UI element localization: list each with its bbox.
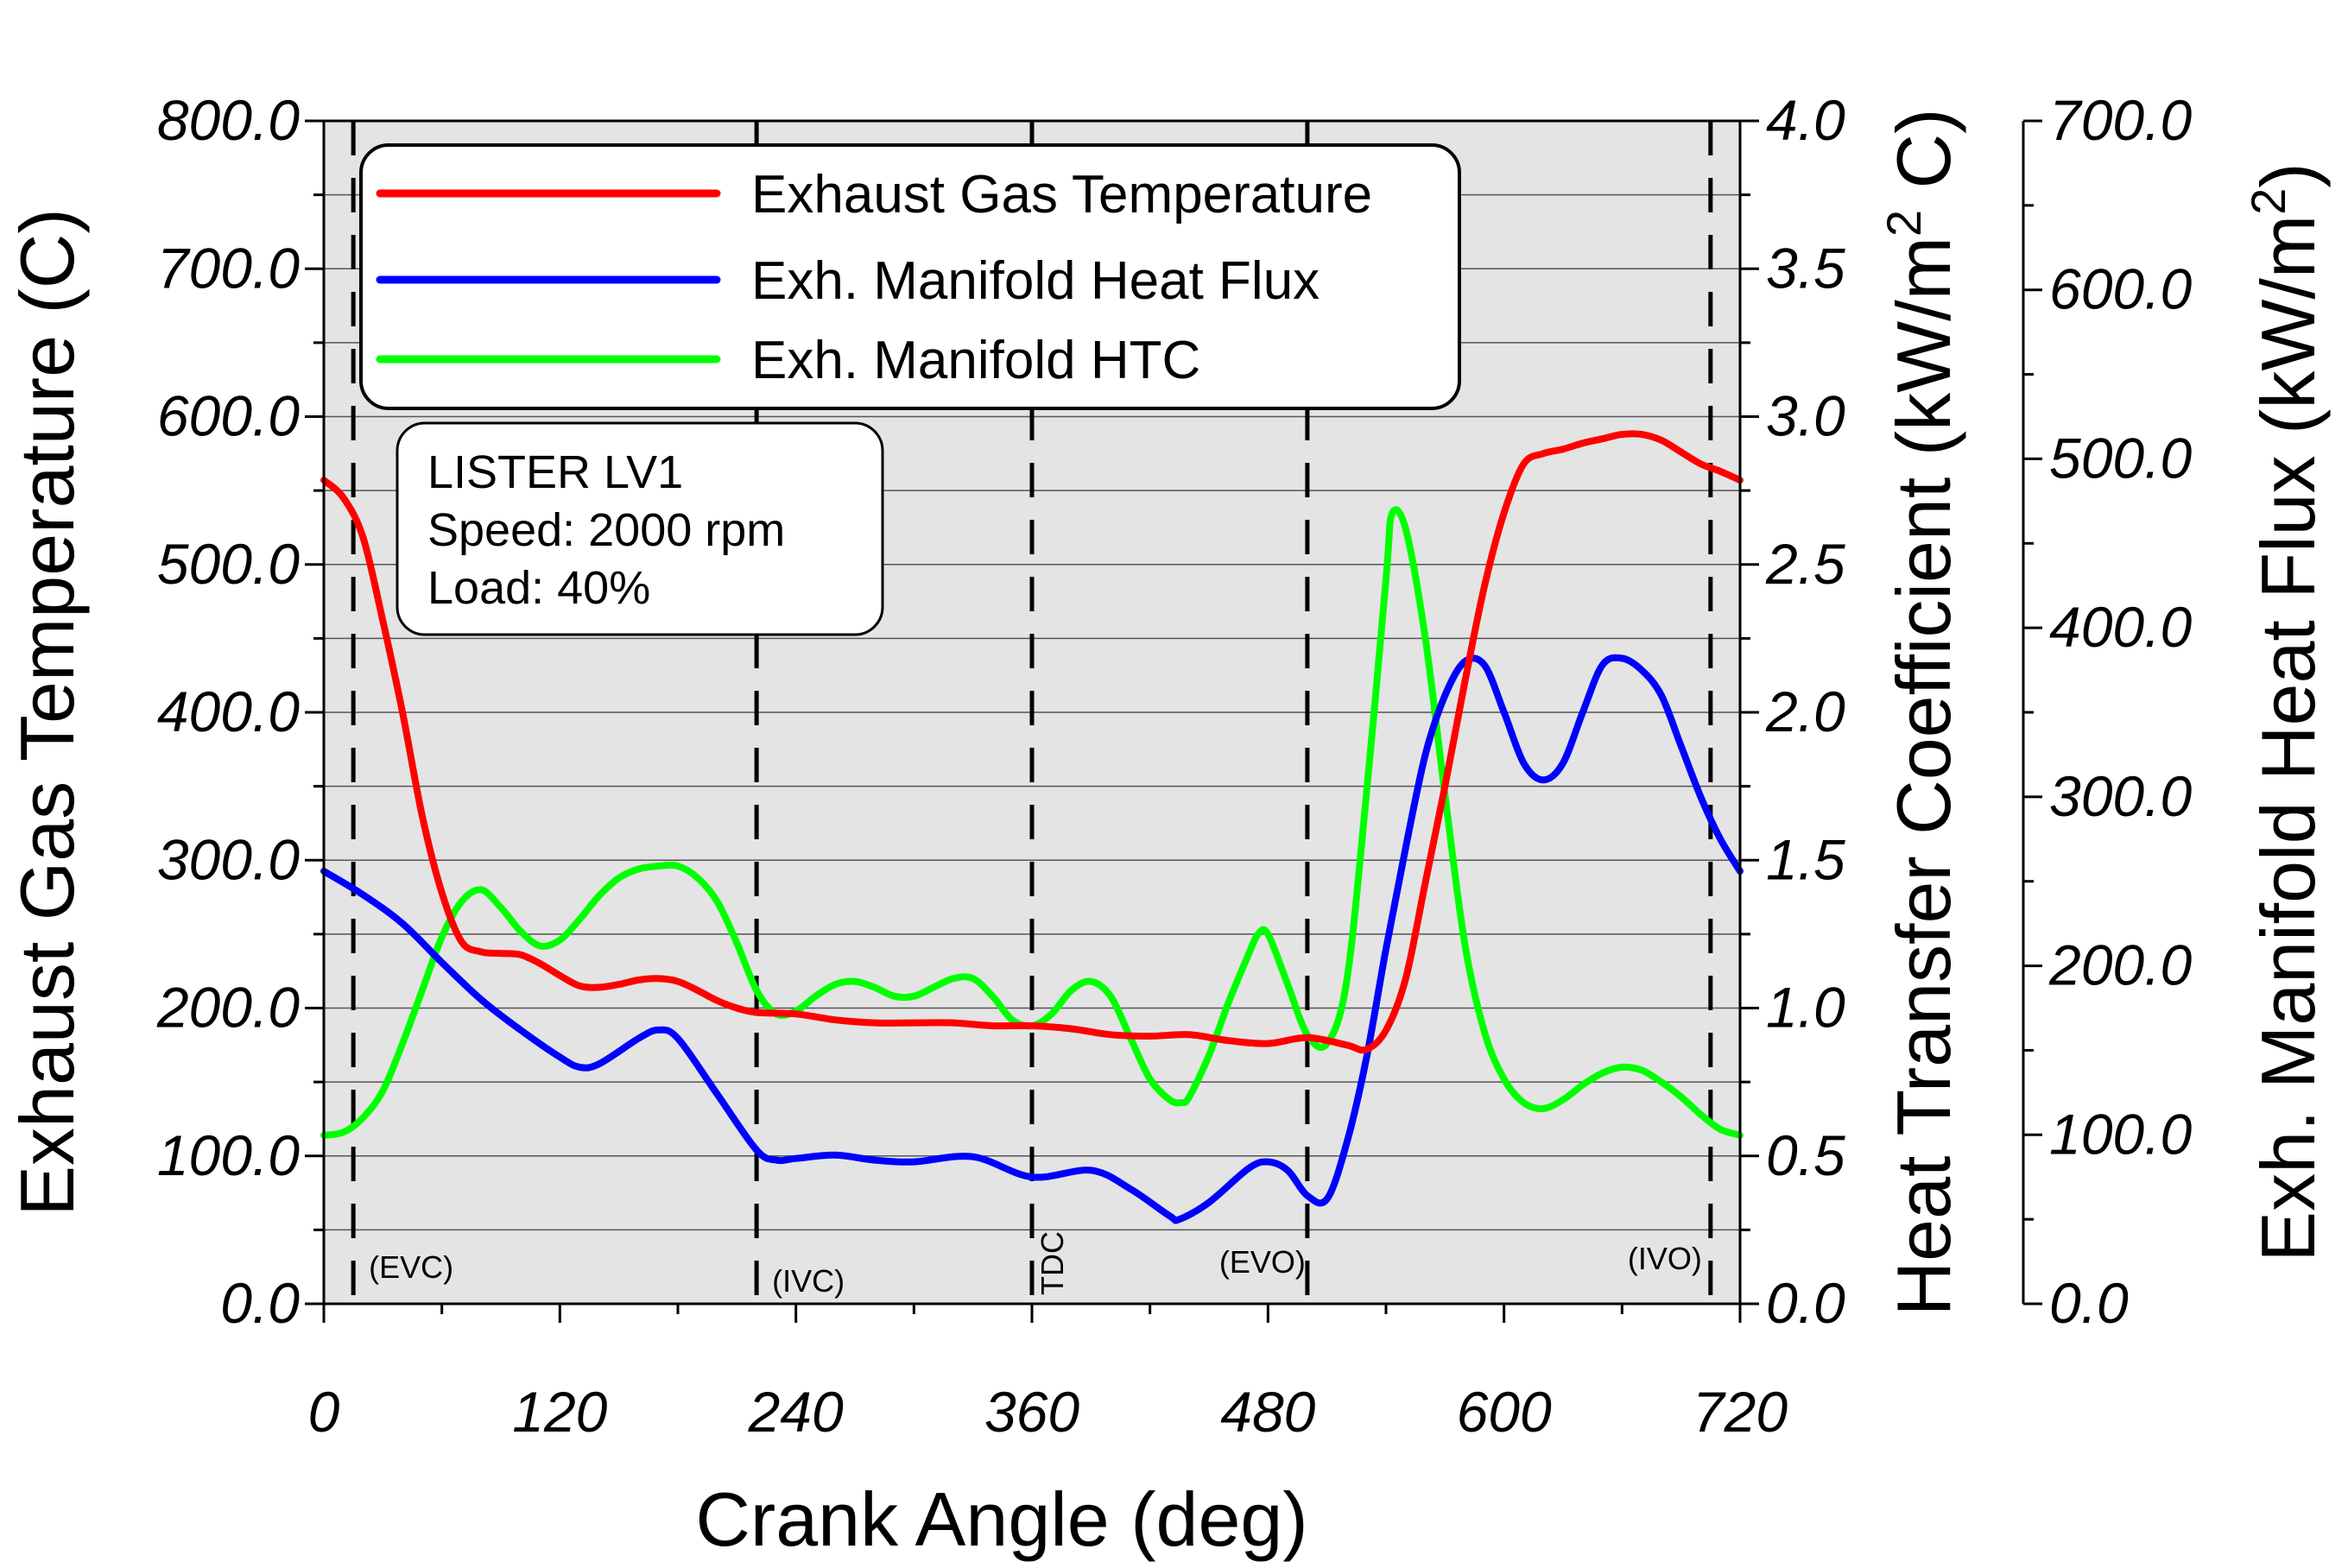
left-axis-title: Exhaust Gas Temperature (C) xyxy=(4,208,90,1216)
legend-box xyxy=(359,143,1461,410)
x-axis-tick-label: 480 xyxy=(1220,1380,1315,1444)
legend-label-htc: Exh. Manifold HTC xyxy=(751,331,1200,390)
series-htc xyxy=(320,506,1744,1139)
htc-axis-tick-label: 3.5 xyxy=(1766,236,1845,300)
heat-flux-axis-tick-label: 600.0 xyxy=(2049,257,2192,321)
heat-flux-axis-tick-label: 400.0 xyxy=(2049,595,2192,659)
htc-axis-tick-label: 0.5 xyxy=(1766,1123,1845,1187)
htc-axis-tick-label: 2.0 xyxy=(1765,680,1845,743)
htc-axis-title: Heat Transfer Coefficient (kW/m2 C) xyxy=(1877,109,1966,1317)
event-marker-label: (EVC) xyxy=(369,1249,453,1285)
x-axis-tick-label: 240 xyxy=(748,1380,844,1444)
heat-flux-axis-tick-label: 500.0 xyxy=(2049,426,2192,490)
x-axis-tick-label: 0 xyxy=(308,1380,340,1444)
left-axis-tick-label: 200.0 xyxy=(156,976,300,1040)
axis-ticks: 0.0 100.0 200.0 300.0 400.0 500.0 600.0 700.0 80… xyxy=(156,88,2193,1444)
x-axis-title: Crank Angle (deg) xyxy=(695,1476,1307,1562)
event-marker-label: (IVO) xyxy=(1628,1241,1702,1276)
x-axis-tick-label: 360 xyxy=(984,1380,1079,1444)
series-exhaust-gas-temperature xyxy=(320,430,1744,1054)
event-markers: (EVC) (IVC) TDC (EVO) (IVO) xyxy=(351,121,1713,1304)
event-marker-label: (IVC) xyxy=(772,1263,845,1299)
heat-flux-axis-tick-label: 200.0 xyxy=(2048,933,2192,997)
heat-flux-axis-tick-label: 100.0 xyxy=(2049,1102,2192,1166)
event-marker-label: (EVO) xyxy=(1219,1244,1306,1280)
x-axis-tick-label: 120 xyxy=(512,1380,607,1444)
htc-axis-tick-label: 1.0 xyxy=(1766,976,1845,1040)
legend-label-heat-flux: Exh. Manifold Heat Flux xyxy=(751,251,1320,311)
htc-axis-tick-label: 3.0 xyxy=(1766,384,1845,448)
annotation-box xyxy=(396,421,884,636)
left-axis-tick-label: 600.0 xyxy=(157,384,300,448)
htc-axis-tick-label: 1.5 xyxy=(1766,827,1845,891)
x-axis-tick-label: 600 xyxy=(1457,1380,1552,1444)
annotation-engine: LISTER LV1 xyxy=(427,446,683,498)
left-axis-tick-label: 800.0 xyxy=(157,88,300,152)
left-axis-tick-label: 300.0 xyxy=(157,827,300,891)
series-heat-flux xyxy=(320,654,1744,1224)
left-axis-tick-label: 500.0 xyxy=(157,532,300,596)
series xyxy=(320,430,1744,1224)
annotation-speed: Speed: 2000 rpm xyxy=(427,504,785,556)
legend-label-temperature: Exhaust Gas Temperature xyxy=(751,165,1372,224)
legend: Exhaust Gas Temperature Exh. Manifold He… xyxy=(359,143,1461,410)
left-axis-tick-label: 400.0 xyxy=(157,680,300,743)
annotation: LISTER LV1 Speed: 2000 rpm Load: 40% xyxy=(396,421,884,636)
heat-flux-axis-tick-label: 0.0 xyxy=(2049,1271,2129,1335)
htc-axis-tick-label: 4.0 xyxy=(1766,88,1845,152)
htc-axis-tick-label: 2.5 xyxy=(1765,532,1845,596)
left-axis-tick-label: 0.0 xyxy=(220,1271,300,1335)
left-axis-tick-label: 100.0 xyxy=(157,1123,300,1187)
event-marker-label: TDC xyxy=(1035,1231,1070,1295)
annotation-load: Load: 40% xyxy=(427,562,650,614)
heat-flux-axis-tick-label: 300.0 xyxy=(2049,764,2192,828)
heat-flux-axis-tick-label: 700.0 xyxy=(2049,88,2192,152)
htc-axis-tick-label: 0.0 xyxy=(1766,1271,1845,1335)
x-axis-tick-label: 720 xyxy=(1693,1380,1788,1444)
heat-flux-axis-title: Exh. Manifold Heat Flux (kW/m2) xyxy=(2241,162,2331,1261)
left-axis-tick-label: 700.0 xyxy=(157,236,300,300)
